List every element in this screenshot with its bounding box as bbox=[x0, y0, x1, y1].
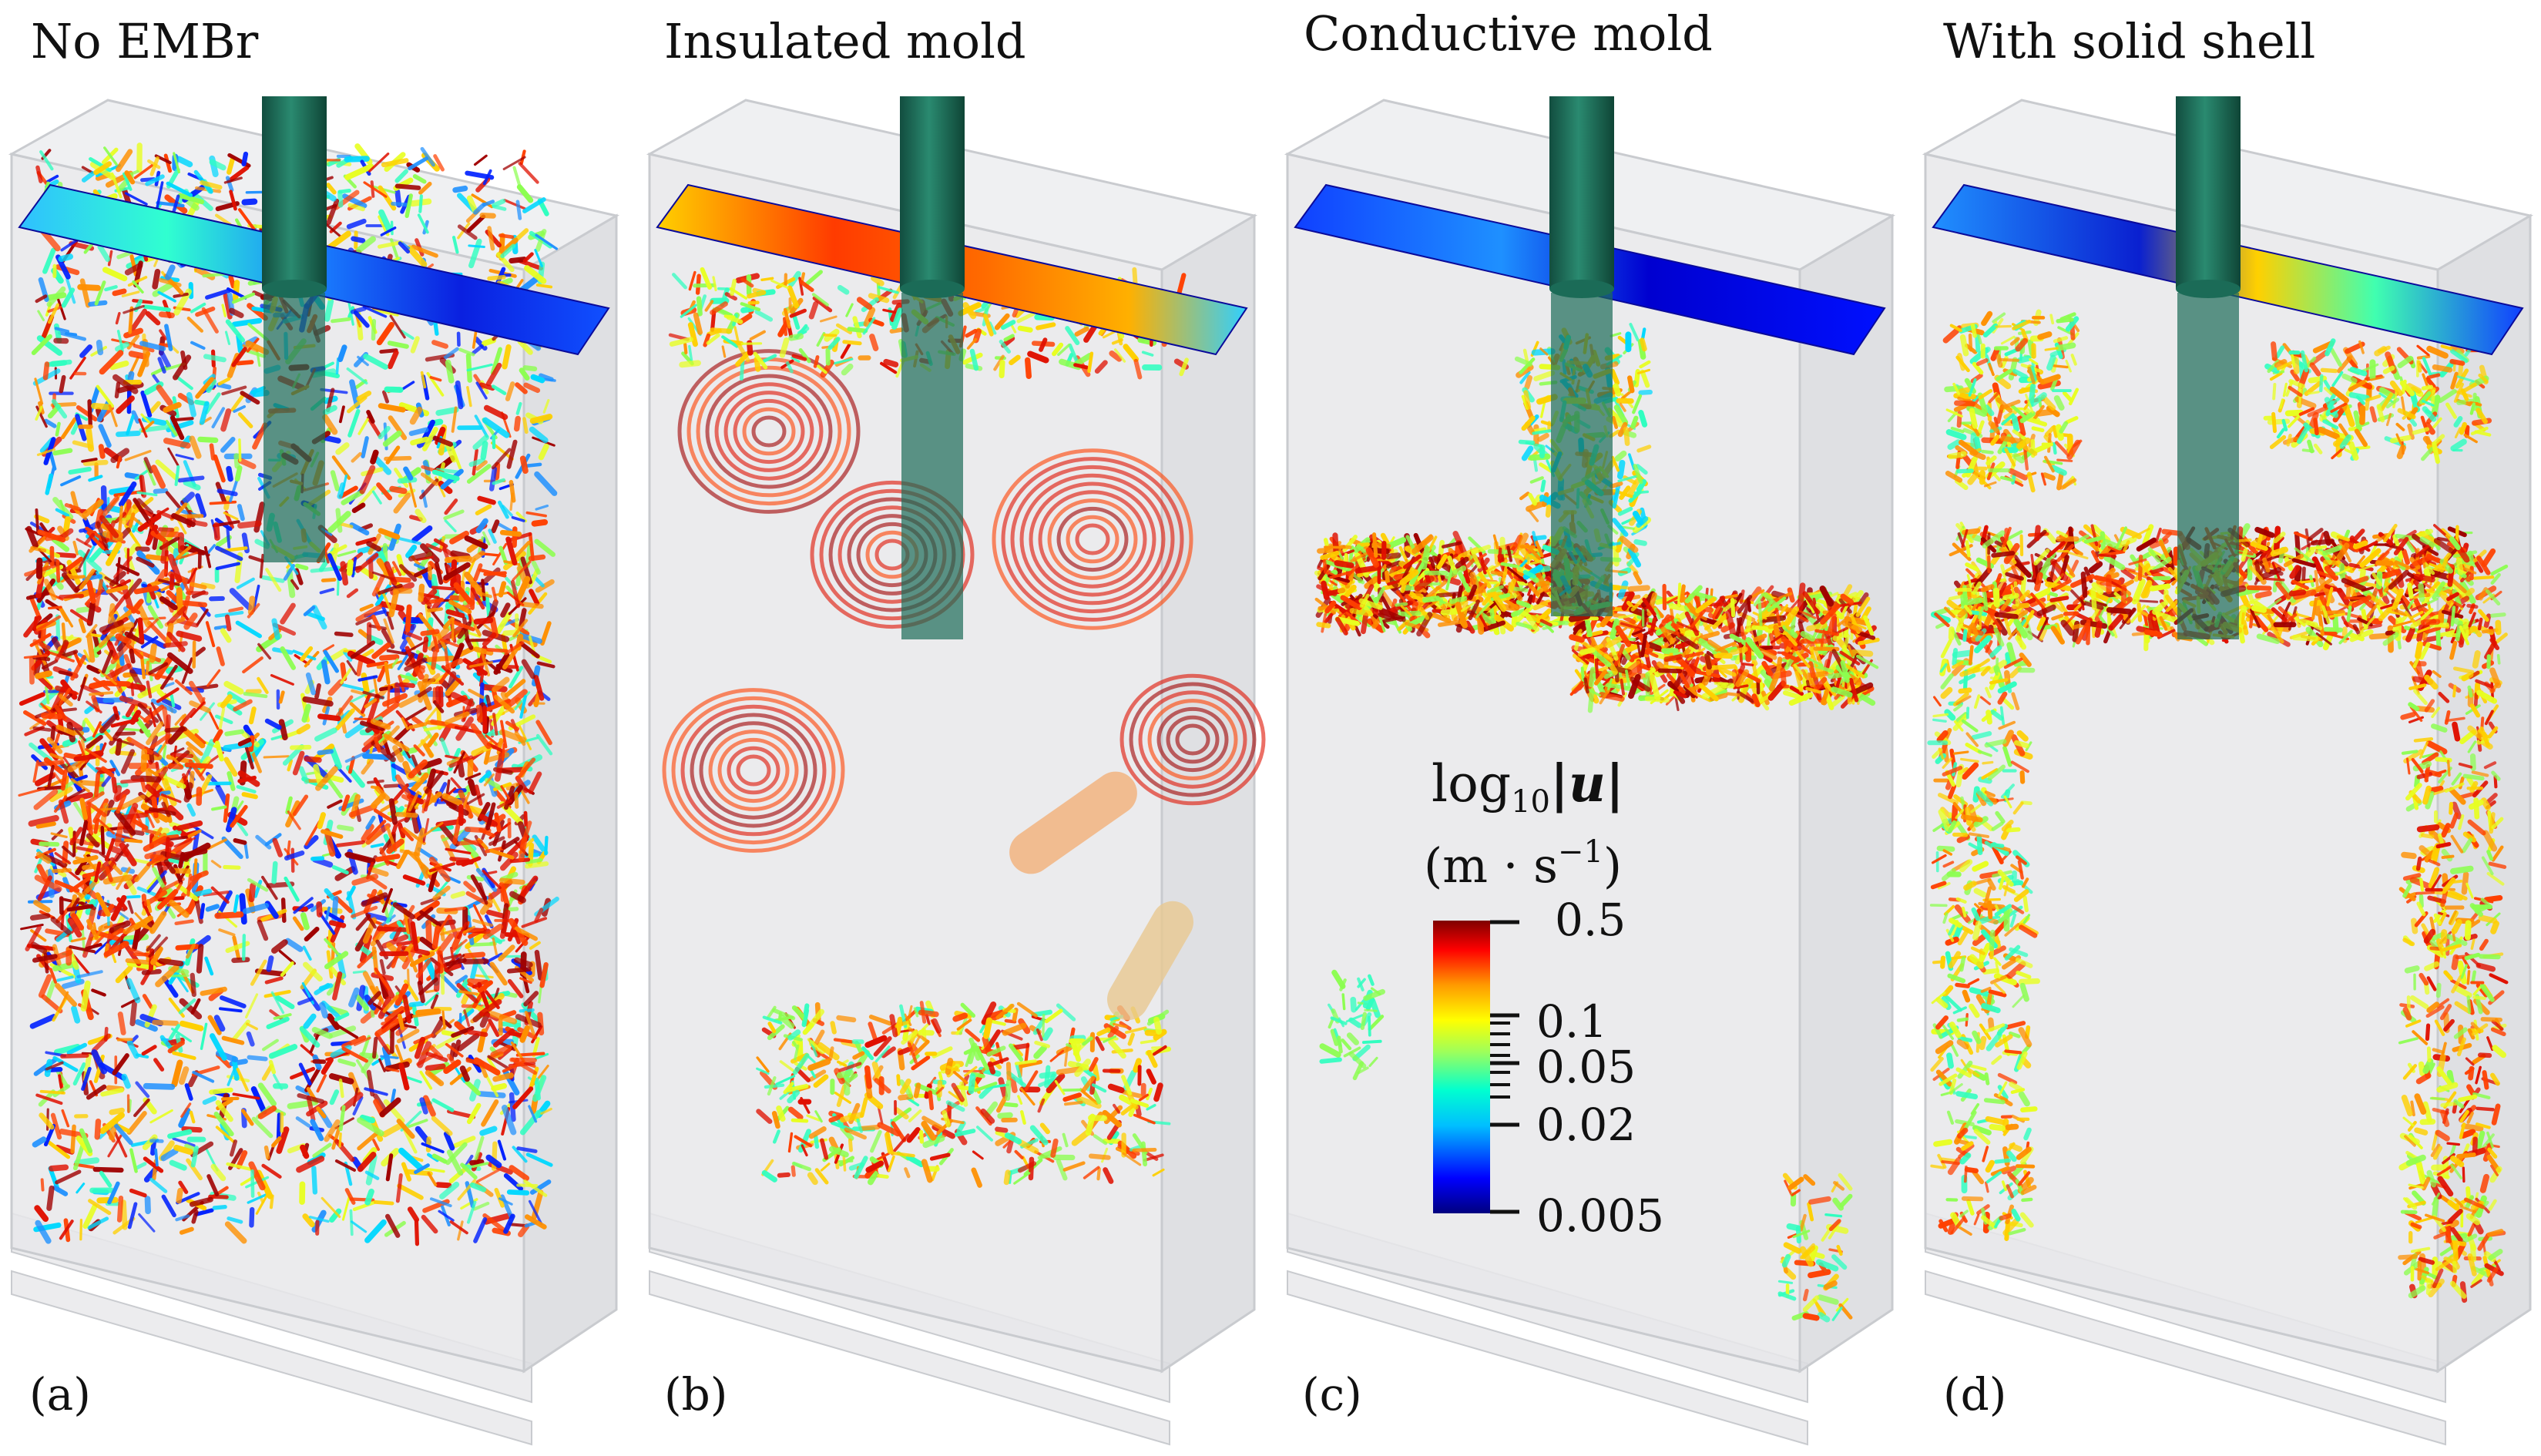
panel-d-mold-view bbox=[1922, 96, 2534, 1446]
panel-b-title: Insulated mold bbox=[664, 13, 1026, 69]
colorbar-title-log: log bbox=[1432, 754, 1511, 814]
colorbar-tick-2: 0.05 bbox=[1536, 1041, 1636, 1093]
panel-c-tag: (c) bbox=[1302, 1368, 1362, 1421]
panel-b-tag: (b) bbox=[664, 1368, 727, 1421]
colorbar-units: (m · s−1) bbox=[1424, 834, 1622, 894]
colorbar-gradient bbox=[1433, 921, 1490, 1213]
panel-a-title: No EMBr bbox=[31, 13, 259, 69]
panel-d-tag: (d) bbox=[1943, 1368, 2006, 1421]
colorbar: log10|u| (m · s−1) 0.5 0.1 0.05 0.02 0.0… bbox=[1424, 753, 1664, 1242]
colorbar-title-var: |u| bbox=[1550, 753, 1624, 814]
colorbar-units-exp: −1 bbox=[1558, 834, 1603, 870]
colorbar-tick-3: 0.02 bbox=[1536, 1099, 1636, 1151]
colorbar-tick-4: 0.005 bbox=[1536, 1189, 1664, 1242]
colorbar-title-sub: 10 bbox=[1511, 784, 1550, 820]
panel-c-mold-view bbox=[1284, 96, 1896, 1446]
panel-d-flow-structures bbox=[1927, 309, 2509, 1303]
panel-a-tag: (a) bbox=[29, 1368, 91, 1421]
colorbar-units-main: (m · s bbox=[1424, 837, 1558, 894]
colorbar-units-close: ) bbox=[1603, 837, 1622, 894]
panel-a-mold-view bbox=[8, 96, 620, 1446]
colorbar-minor-ticks bbox=[1490, 1022, 1510, 1099]
panel-d-title: With solid shell bbox=[1943, 13, 2315, 69]
panel-b-mold-view bbox=[646, 96, 1266, 1446]
colorbar-tick-1: 0.1 bbox=[1536, 995, 1607, 1048]
colorbar-tick-0: 0.5 bbox=[1555, 894, 1626, 946]
panel-c-title: Conductive mold bbox=[1304, 5, 1713, 62]
panel-a-flow-structures bbox=[18, 143, 559, 1246]
colorbar-title: log10|u| bbox=[1432, 753, 1624, 820]
